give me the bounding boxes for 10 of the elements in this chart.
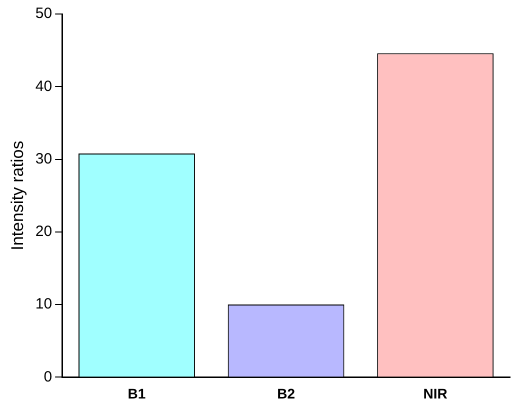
x-tick-label: B2 — [277, 385, 296, 402]
y-tick-label: 0 — [44, 368, 52, 386]
y-tick-label: 20 — [35, 223, 52, 240]
y-tick-label: 40 — [35, 78, 52, 95]
x-tick-label: NIR — [423, 385, 448, 402]
y-axis-title: Intensity ratios — [8, 140, 27, 250]
y-tick-label: 30 — [35, 150, 52, 168]
y-tick-label: 10 — [35, 296, 52, 313]
x-tick-label: B1 — [128, 385, 146, 402]
y-tick-label: 50 — [35, 5, 52, 22]
